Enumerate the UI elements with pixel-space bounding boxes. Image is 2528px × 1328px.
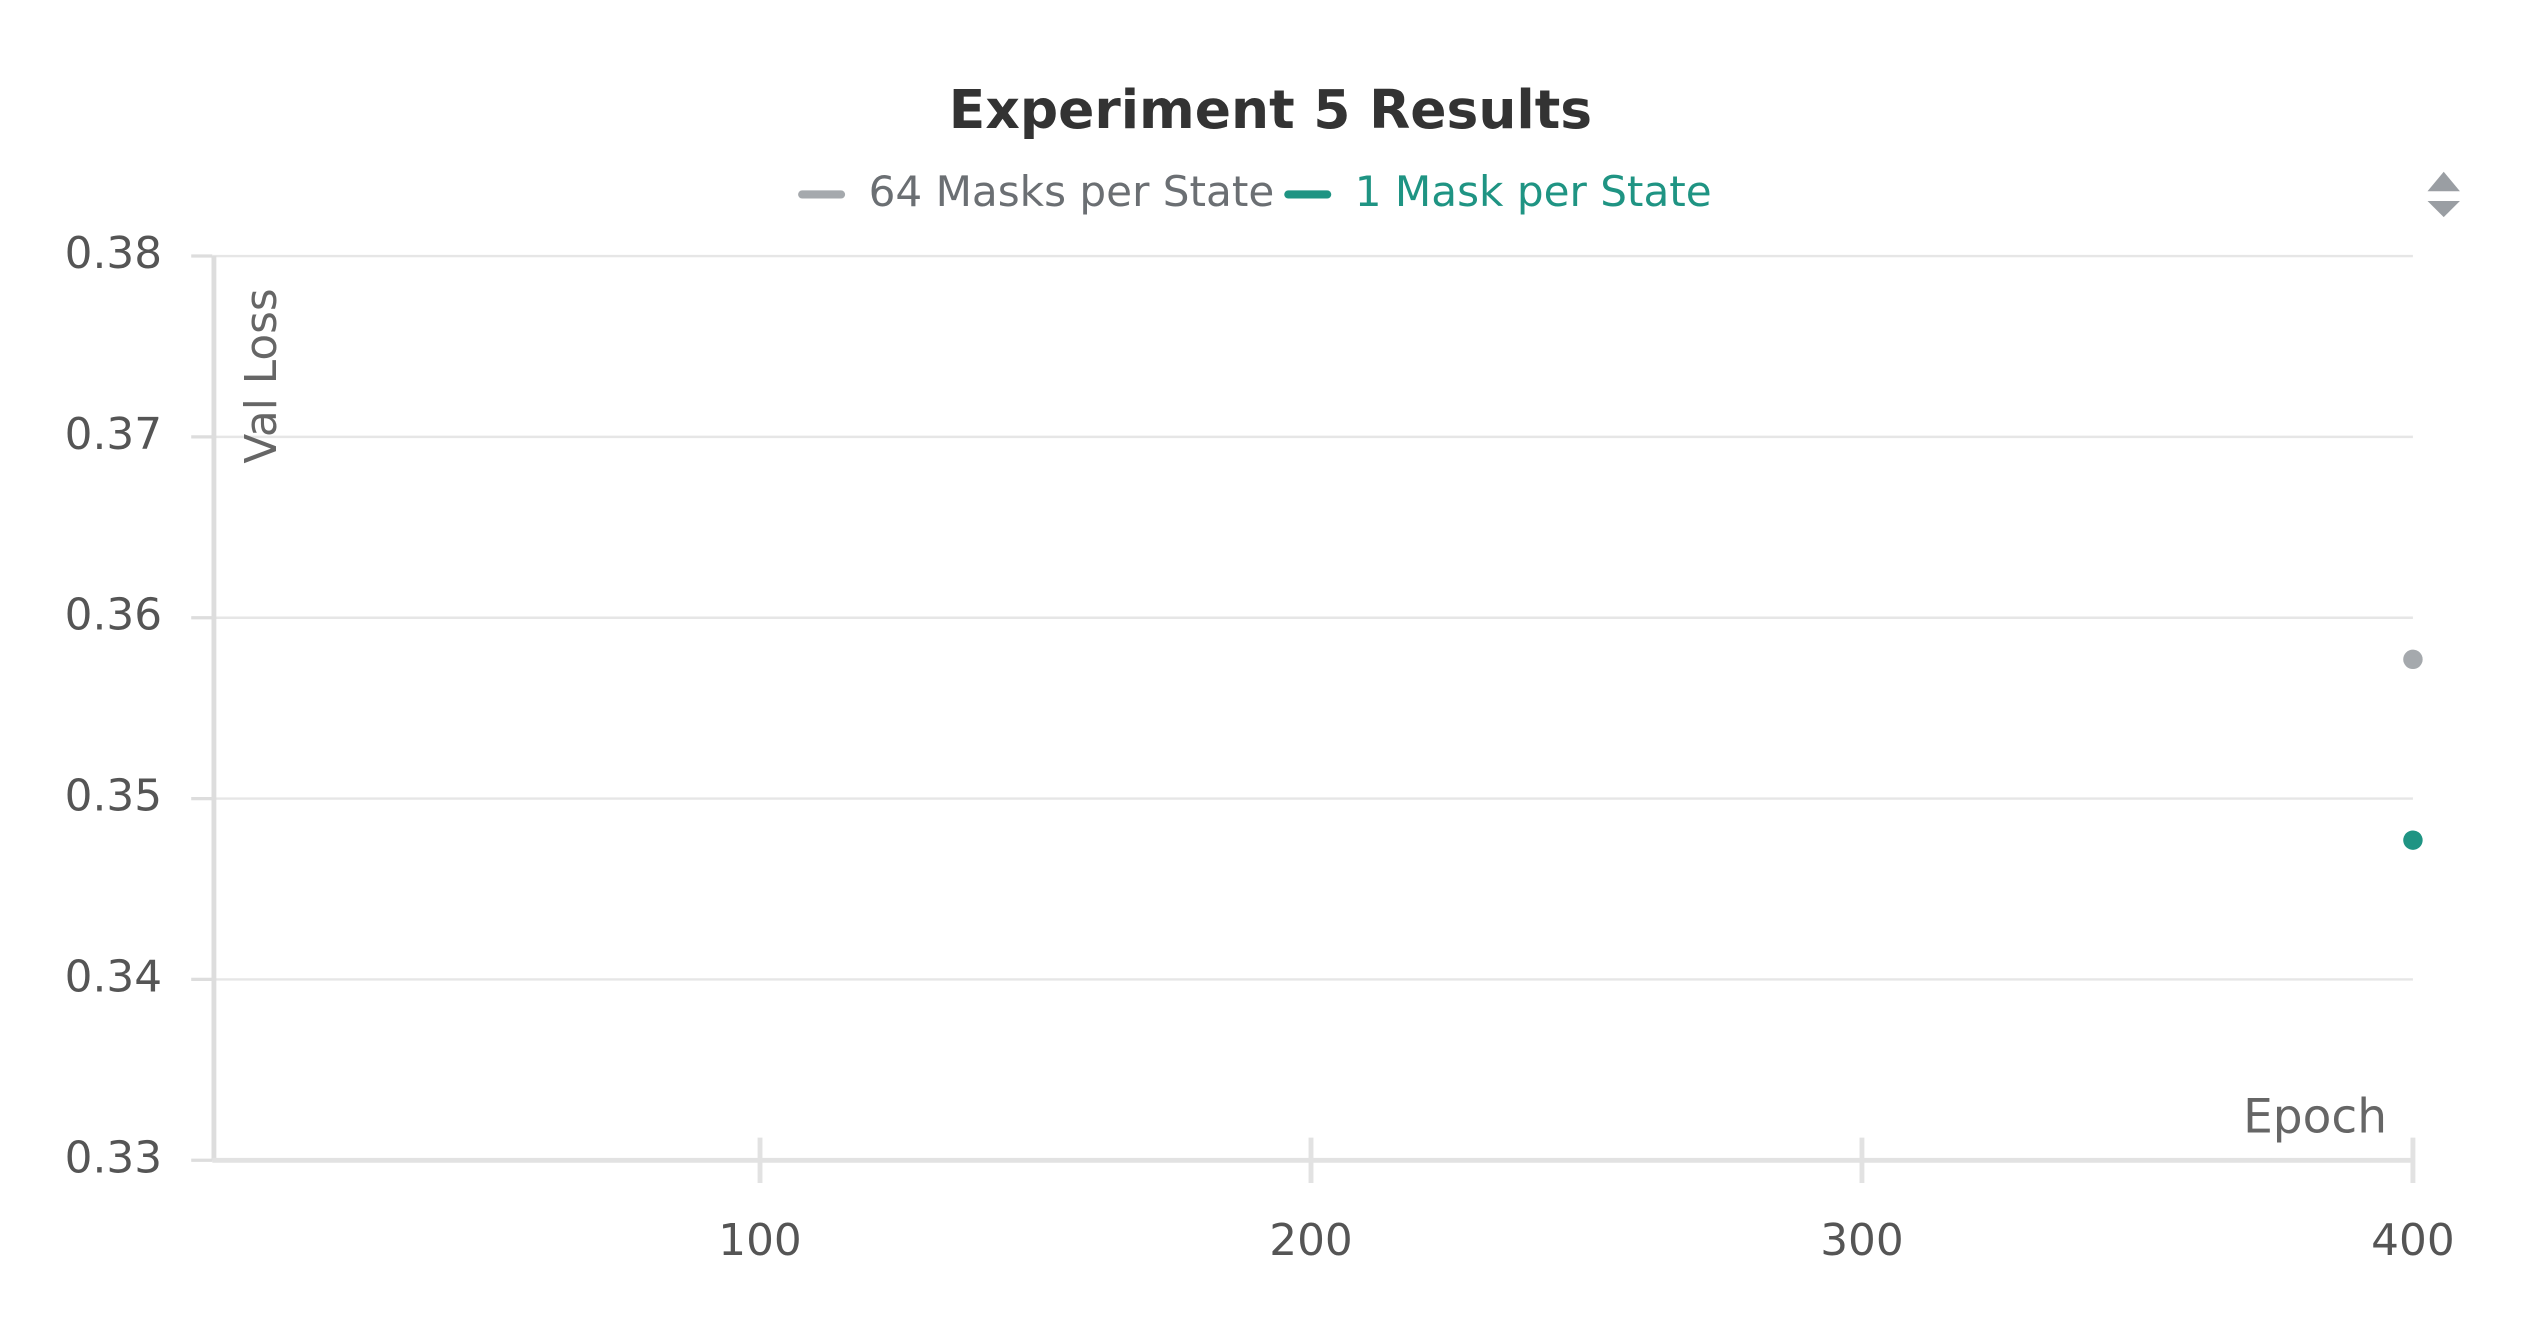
x-tick-label: 200 (1269, 1215, 1353, 1266)
arrow-down[interactable] (2427, 200, 2460, 218)
y-tick-label: 0.36 (65, 590, 162, 641)
arrow-up[interactable] (2427, 171, 2460, 192)
x-axis-label: Epoch (2243, 1089, 2387, 1144)
end-point (2403, 830, 2423, 850)
end-point (2403, 649, 2423, 670)
y-tick-label: 0.34 (65, 951, 162, 1002)
y-tick-label: 0.35 (65, 771, 162, 822)
x-tick-label: 100 (718, 1215, 802, 1266)
y-tick-label: 0.38 (65, 228, 162, 279)
chart-title: Experiment 5 Results (949, 78, 1592, 141)
y-tick-label: 0.33 (65, 1132, 162, 1183)
x-tick-label: 400 (2371, 1215, 2455, 1266)
legend-toggle[interactable] (2427, 171, 2460, 218)
y-axis-label: Val Loss (236, 288, 287, 463)
legend-label: 64 Masks per State (869, 167, 1275, 216)
legend-label: 1 Mask per State (1355, 167, 1712, 216)
y-tick-label: 0.37 (65, 409, 162, 460)
x-tick-label: 300 (1820, 1215, 1904, 1266)
